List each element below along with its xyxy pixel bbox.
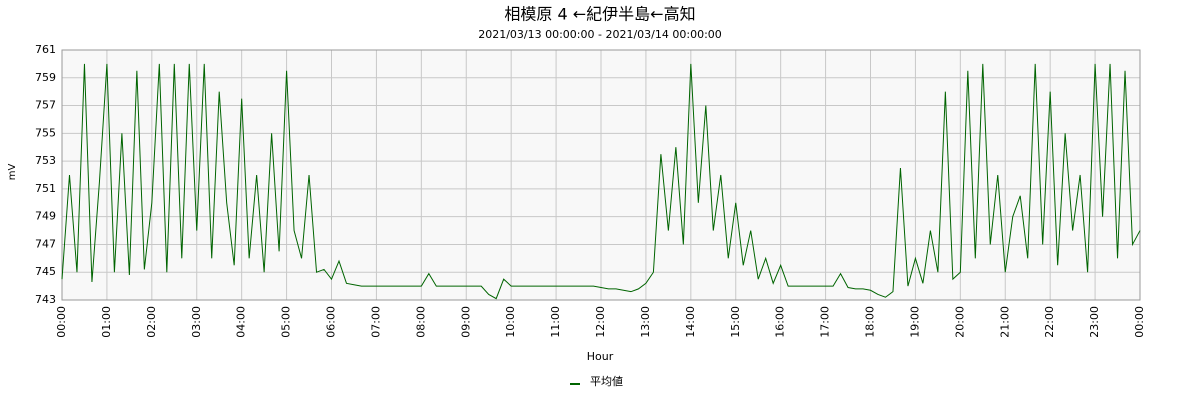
x-tick-label: 00:00: [1133, 306, 1146, 338]
x-tick-label: 06:00: [325, 306, 338, 338]
y-tick-label: 749: [35, 210, 56, 223]
y-tick-label: 745: [35, 265, 56, 278]
x-tick-label: 21:00: [998, 306, 1011, 338]
y-tick-label: 759: [35, 71, 56, 84]
x-tick-label: 08:00: [414, 306, 427, 338]
y-tick-label: 743: [35, 293, 56, 306]
plot-frame: [61, 49, 1141, 301]
x-tick-label: 16:00: [774, 306, 787, 338]
x-tick-label: 11:00: [549, 306, 562, 338]
y-tick-label: 755: [35, 126, 56, 139]
x-tick-label: 22:00: [1043, 306, 1056, 338]
x-tick-label: 05:00: [280, 306, 293, 338]
x-tick-label: 20:00: [953, 306, 966, 338]
legend-label: 平均値: [590, 375, 623, 388]
y-axis-label: mV: [7, 164, 18, 181]
x-tick-label: 23:00: [1088, 306, 1101, 338]
y-tick-label: 753: [35, 154, 56, 167]
x-tick-label: 13:00: [639, 306, 652, 338]
x-tick-label: 14:00: [684, 306, 697, 338]
x-axis-label: Hour: [587, 350, 614, 363]
x-tick-label: 10:00: [504, 306, 517, 338]
x-tick-label: 18:00: [864, 306, 877, 338]
x-tick-label: 17:00: [819, 306, 832, 338]
x-tick-label: 09:00: [459, 306, 472, 338]
x-tick-label: 19:00: [908, 306, 921, 338]
x-tick-label: 03:00: [190, 306, 203, 338]
x-tick-label: 01:00: [100, 306, 113, 338]
y-tick-label: 747: [35, 237, 56, 250]
x-tick-label: 04:00: [235, 306, 248, 338]
x-tick-label: 15:00: [729, 306, 742, 338]
y-tick-label: 751: [35, 182, 56, 195]
x-tick-label: 12:00: [594, 306, 607, 338]
x-tick-label: 02:00: [145, 306, 158, 338]
data-line: [61, 63, 1141, 300]
y-tick-label: 761: [35, 43, 56, 56]
chart-subtitle: 2021/03/13 00:00:00 - 2021/03/14 00:00:0…: [478, 28, 722, 41]
chart-title: 相模原 4 ←紀伊半島←高知: [504, 5, 695, 24]
x-tick-label: 00:00: [55, 306, 68, 338]
x-tick-label: 07:00: [369, 306, 382, 338]
y-tick-label: 757: [35, 99, 56, 112]
